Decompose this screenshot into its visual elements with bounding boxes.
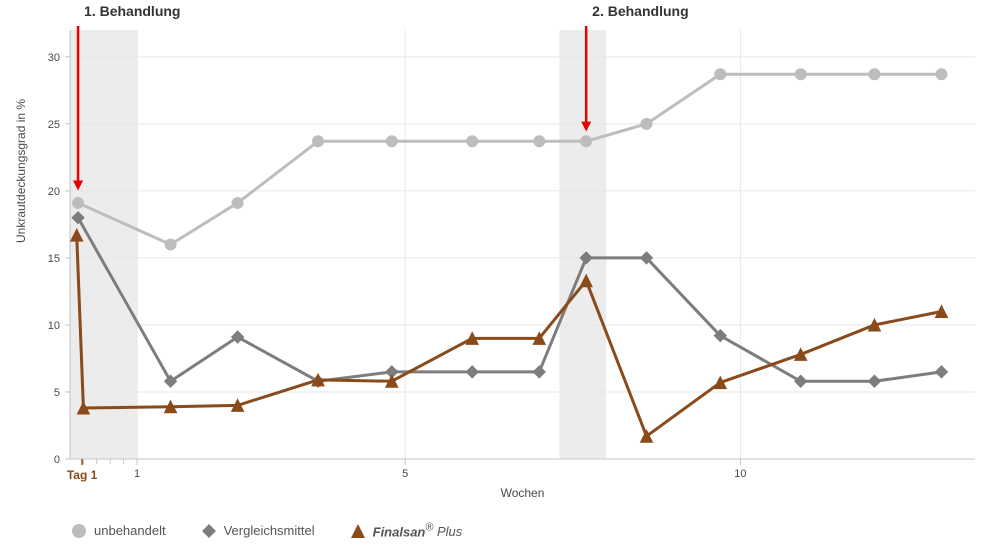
chart-legend: unbehandelt Vergleichsmittel Finalsan® Plu…: [70, 522, 462, 539]
series-line: [78, 218, 941, 382]
series-marker: [715, 69, 726, 80]
legend-item: Vergleichsmittel: [200, 522, 315, 538]
x-tick-label: 10: [734, 468, 746, 480]
x-axis-label: Wochen: [501, 486, 545, 500]
legend-swatch: [200, 522, 216, 538]
treatment-label: 2. Behandlung: [592, 3, 688, 19]
y-tick-label: 5: [54, 387, 60, 399]
legend-item: unbehandelt: [70, 522, 166, 538]
series-marker: [73, 197, 84, 208]
series-marker: [165, 239, 176, 250]
treatment-band: [559, 30, 606, 459]
x-tick-label: 5: [402, 468, 408, 480]
tag1-label: Tag 1: [67, 468, 98, 482]
series-marker: [936, 69, 947, 80]
series-marker: [795, 375, 807, 387]
series-marker: [467, 136, 478, 147]
series-marker: [313, 136, 324, 147]
treatment-label: 1. Behandlung: [84, 3, 180, 19]
series-marker: [232, 197, 243, 208]
y-tick-label: 25: [48, 119, 60, 131]
series-line: [78, 74, 941, 244]
x-tick-label: 1: [134, 468, 140, 480]
chart-svg: 0510152025301510Tag 1Wochen1. Behandlung…: [0, 0, 999, 547]
series-marker: [533, 366, 545, 378]
y-tick-label: 10: [48, 320, 60, 332]
series-marker: [935, 366, 947, 378]
y-tick-label: 0: [54, 454, 60, 466]
y-tick-label: 30: [48, 52, 60, 64]
y-tick-label: 20: [48, 186, 60, 198]
series-marker: [641, 118, 652, 129]
series-marker: [466, 366, 478, 378]
y-tick-label: 15: [48, 253, 60, 265]
series-line: [77, 235, 942, 436]
series-marker: [386, 136, 397, 147]
legend-item: Finalsan® Plus: [349, 522, 463, 539]
series-marker: [868, 375, 880, 387]
y-axis-label: Unkrautdeckungsgrad in %: [14, 99, 28, 243]
chart-container: Unkrautdeckungsgrad in % 051015202530151…: [0, 0, 999, 547]
legend-label: Finalsan® Plus: [373, 522, 463, 539]
series-marker: [869, 69, 880, 80]
legend-label: Vergleichsmittel: [224, 523, 315, 538]
treatment-band: [70, 30, 137, 459]
legend-swatch: [70, 522, 86, 538]
legend-label: unbehandelt: [94, 523, 166, 538]
legend-swatch: [349, 522, 365, 538]
series-marker: [795, 69, 806, 80]
series-marker: [534, 136, 545, 147]
series-marker: [581, 136, 592, 147]
